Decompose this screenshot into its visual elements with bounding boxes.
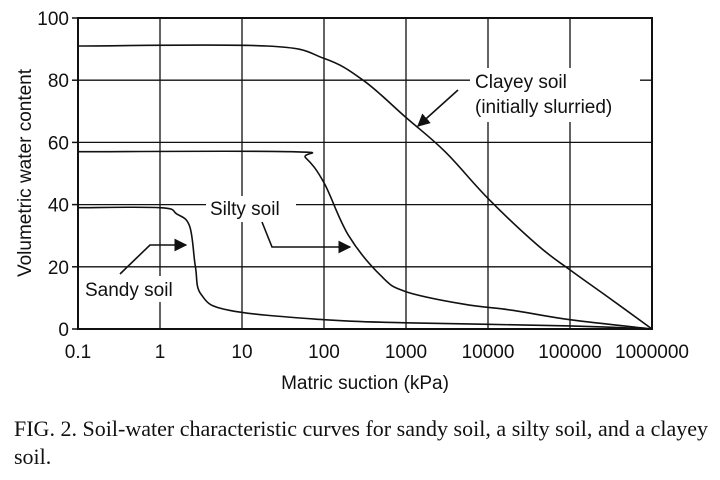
figure-caption: FIG. 2. Soil-water characteristic curves… [14, 416, 708, 469]
x-tick-label: 100 [308, 342, 340, 363]
annotation-silty-line1: Silty soil [210, 199, 280, 220]
x-tick-label: 100000 [538, 342, 601, 363]
series-line-sandy-soil [77, 206, 653, 330]
x-axis-title: Matric suction (kPa) [281, 373, 449, 394]
x-tick-label: 1000000 [615, 342, 689, 363]
tick-labels: 0.1 1 10 100 1000 10000 100000 1000000 0 20 40 60 80… [37, 9, 689, 363]
x-tick-label: 1 [155, 342, 166, 363]
x-tick-label: 10 [231, 342, 252, 363]
y-tick-label: 100 [37, 9, 69, 30]
plot-frame [77, 17, 653, 330]
arrow-sandy-soil [119, 238, 188, 275]
y-tick-label: 20 [48, 258, 69, 279]
y-tick-label: 40 [48, 196, 69, 217]
annotation-clayey-line1: Clayey soil [475, 72, 567, 93]
arrow-clayey-soil [417, 89, 459, 127]
series-lines [77, 44, 653, 330]
arrow-silty-soil [261, 221, 352, 254]
x-tick-label: 10000 [462, 342, 515, 363]
soil-water-chart: 0.1 1 10 100 1000 10000 100000 1000000 0 20 40 60 80… [15, 9, 689, 394]
y-tick-label: 60 [48, 133, 69, 154]
series-line-silty-soil [77, 150, 653, 330]
annotation-clayey-line2: (initially slurried) [475, 97, 612, 118]
annotation-sandy-line1: Sandy soil [85, 280, 173, 301]
y-axis-title: Volumetric water content [15, 68, 36, 277]
x-tick-label: 1000 [385, 342, 427, 363]
y-tick-label: 80 [48, 71, 69, 92]
series-line-clayey-soil [77, 44, 653, 330]
annotation-sandy-soil: Sandy soil [82, 238, 190, 302]
x-tick-label: 0.1 [65, 342, 91, 363]
annotation-clayey-soil: Clayey soil (initially slurried) [417, 68, 640, 127]
annotation-silty-soil: Silty soil [206, 196, 352, 254]
y-tick-label: 0 [58, 320, 69, 341]
